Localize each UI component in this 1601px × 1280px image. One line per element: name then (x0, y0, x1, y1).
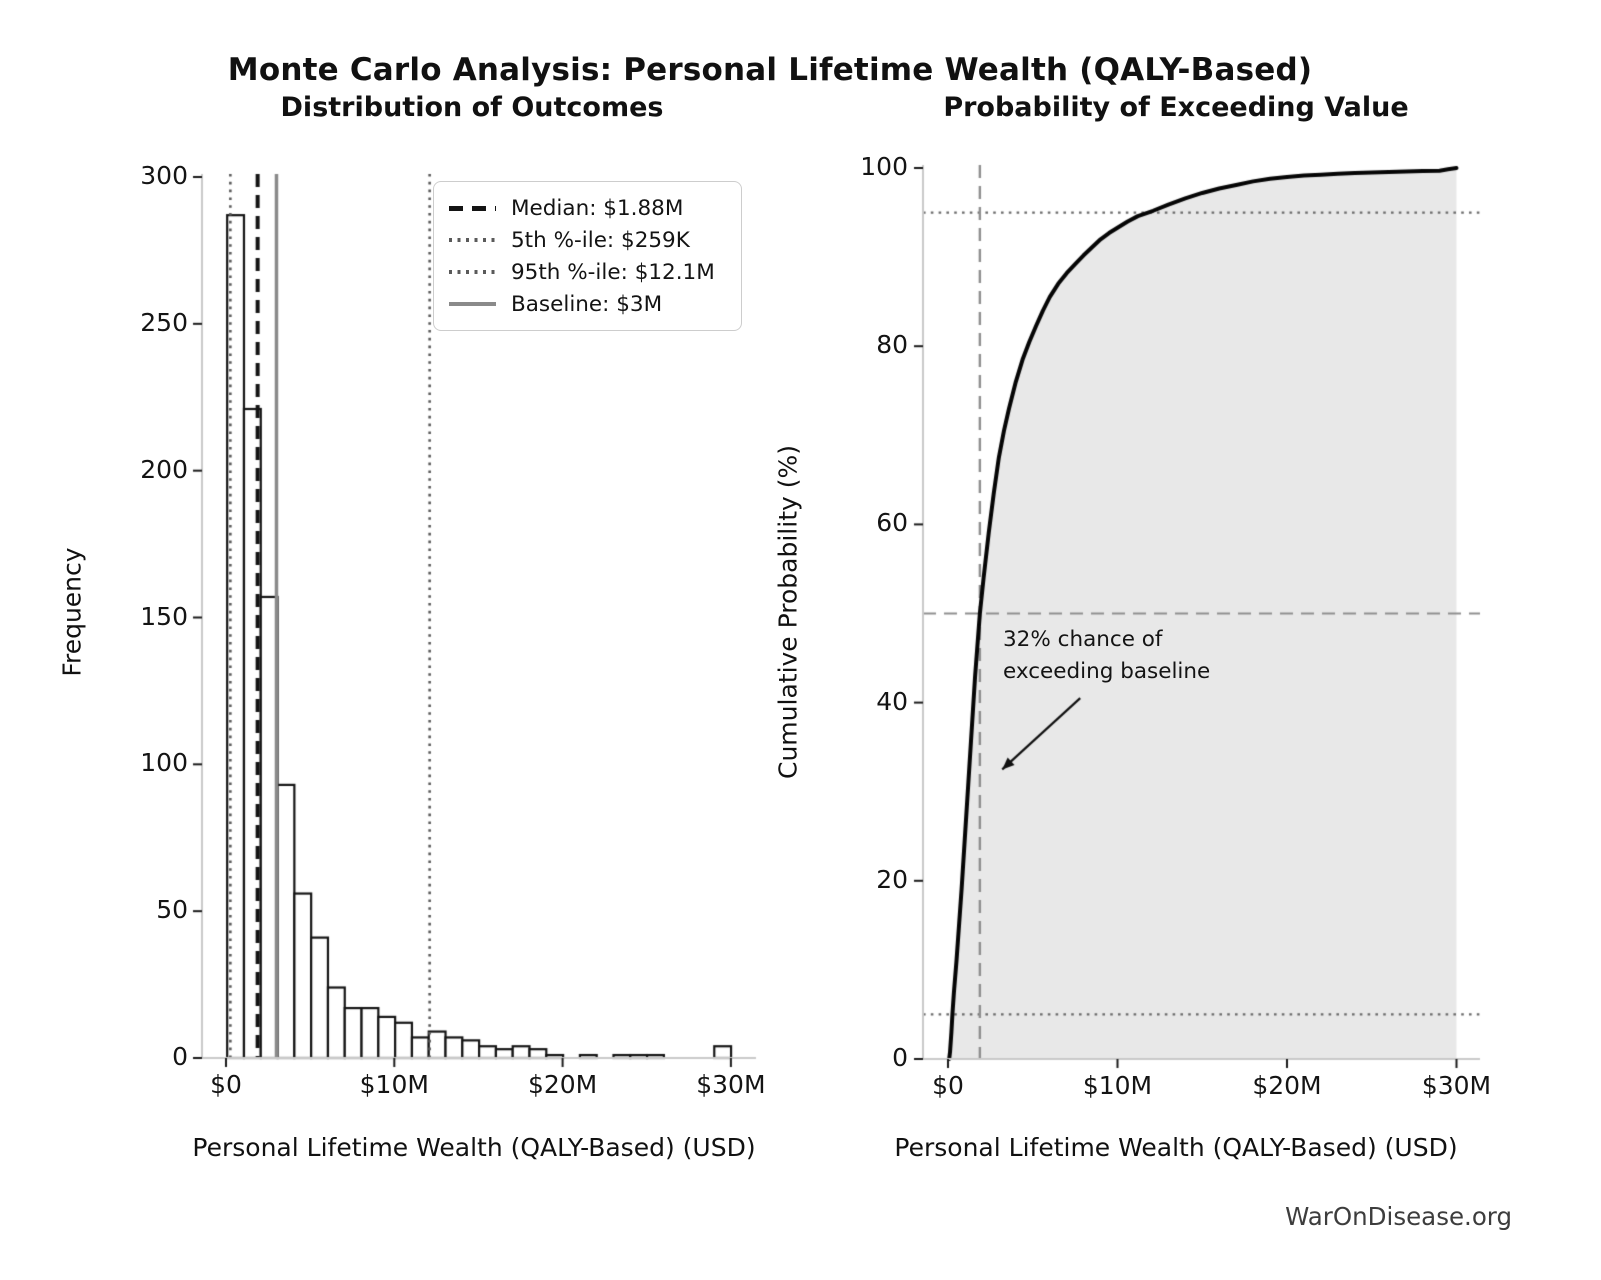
left-yaxis-label: Frequency (57, 547, 87, 677)
legend-item-95th-percentile: 95th %-ile: $12.1M (449, 260, 726, 285)
right-xaxis-label: Personal Lifetime Wealth (QALY-Based) (U… (894, 1133, 1458, 1162)
legend-label-5th-percentile: 5th %-ile: $259K (511, 227, 690, 253)
annotation-text: 32% chance of exceeding baseline (1003, 624, 1210, 688)
left-y-tick-label: 100 (140, 748, 188, 778)
right-y-tick-label: 80 (876, 330, 908, 360)
left-x-tick-label: $0 (210, 1070, 242, 1099)
left-x-tick-label: $10M (359, 1070, 429, 1099)
right-y-tick-label: 60 (876, 508, 908, 538)
legend-item-median: Median: $1.88M (449, 196, 726, 221)
right-plot-title: Probability of Exceeding Value (943, 92, 1409, 123)
right-y-tick-label: 20 (876, 864, 908, 894)
footer-watermark: WarOnDisease.org (1285, 1202, 1512, 1231)
right-y-tick-label: 100 (860, 152, 908, 181)
left-y-tick-label: 150 (140, 601, 188, 631)
left-y-tick-label: 50 (156, 895, 188, 925)
left-xaxis-label: Personal Lifetime Wealth (QALY-Based) (U… (192, 1133, 756, 1162)
legend: Median: $1.88M 5th %-ile: $259K 95th %-i… (433, 181, 742, 331)
left-y-tick-label: 0 (172, 1042, 188, 1071)
median-line-sample (449, 205, 496, 211)
left-y-tick-label: 200 (140, 454, 188, 484)
annotation-line-1: 32% chance of (1003, 627, 1163, 652)
right-y-tick-label: 0 (892, 1043, 908, 1072)
figure-title: Monte Carlo Analysis: Personal Lifetime … (227, 52, 1313, 88)
legend-label-95th-percentile: 95th %-ile: $12.1M (511, 259, 715, 285)
left-y-tick-label: 300 (140, 161, 188, 190)
right-x-tick-label: $20M (1252, 1071, 1322, 1100)
legend-item-5th-percentile: 5th %-ile: $259K (449, 228, 726, 253)
left-plot-title: Distribution of Outcomes (280, 92, 664, 123)
left-y-tick-label: 250 (140, 307, 188, 337)
legend-label-median: Median: $1.88M (511, 195, 684, 221)
legend-label-baseline: Baseline: $3M (511, 291, 663, 317)
left-x-tick-label: $20M (527, 1070, 598, 1099)
right-x-tick-label: $30M (1421, 1071, 1492, 1100)
right-yaxis-label: Cumulative Probability (%) (773, 445, 803, 779)
right-y-tick-label: 40 (876, 686, 908, 716)
left-x-tick-label: $30M (696, 1070, 766, 1099)
legend-item-baseline: Baseline: $3M (449, 292, 726, 317)
right-x-tick-label: $0 (932, 1071, 964, 1100)
right-x-tick-label: $10M (1082, 1071, 1153, 1100)
baseline-line-sample (449, 302, 496, 306)
percentile95-line-sample (449, 270, 496, 274)
annotation-line-2: exceeding baseline (1003, 658, 1211, 684)
percentile5-line-sample (449, 238, 496, 242)
